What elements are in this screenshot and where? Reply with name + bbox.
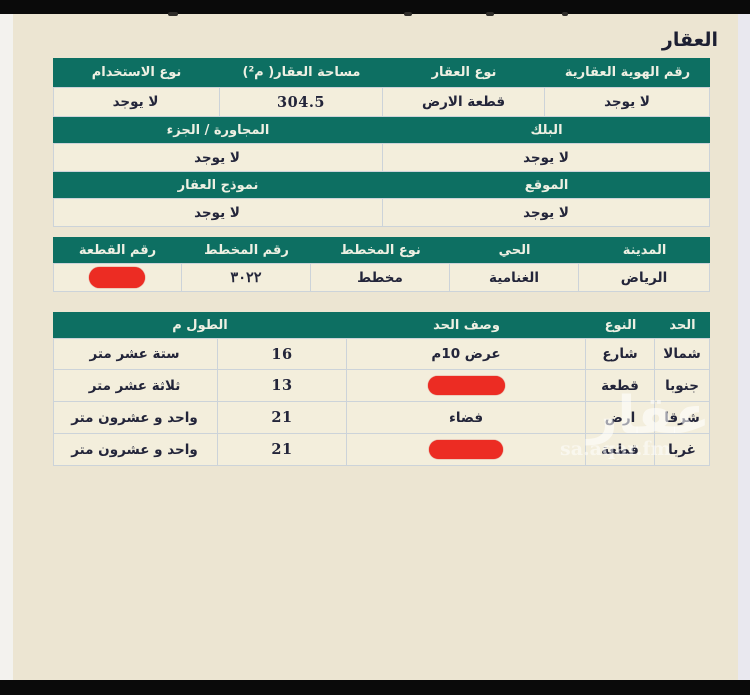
location-table: الموقع نموذج العقار لا يوجد لا يوجد xyxy=(53,172,710,227)
border-type: قطعة xyxy=(585,370,654,401)
border-description xyxy=(346,434,585,465)
borders-header-row: الحد النوع وصف الحد الطول م xyxy=(53,312,710,338)
plan-header-row: المدينة الحي نوع المخطط رقم المخطط رقم ا… xyxy=(53,237,710,263)
plan-value-row: الرياض الغنامية مخطط ٣٠٢٢ xyxy=(53,263,710,292)
plan-table: المدينة الحي نوع المخطط رقم المخطط رقم ا… xyxy=(53,237,710,292)
block-value-row: لا يوجد لا يوجد xyxy=(53,143,710,172)
value-property-model: لا يوجد xyxy=(194,204,240,221)
border-type: قطعة xyxy=(585,434,654,465)
value-plan-type: مخطط xyxy=(310,264,449,291)
header-plot-number: رقم القطعة xyxy=(78,242,157,258)
top-edge-artifact xyxy=(486,12,494,16)
border-side: جنوبا xyxy=(654,370,709,401)
value-property-area: 304.5 xyxy=(219,88,382,116)
header-district: الحي xyxy=(498,242,531,258)
paper-right-margin xyxy=(738,14,750,680)
border-description xyxy=(346,370,585,401)
redaction-mark xyxy=(429,440,503,459)
header-city: المدينة xyxy=(622,242,667,258)
header-plan-number: رقم المخطط xyxy=(204,242,289,258)
value-location: لا يوجد xyxy=(382,199,709,226)
header-block: البلك xyxy=(530,122,563,138)
border-length-number: 13 xyxy=(217,370,346,401)
paper-left-margin xyxy=(0,14,13,680)
top-black-bar xyxy=(0,0,750,14)
header-length-m: الطول م xyxy=(172,317,228,333)
border-length-text: واحد و عشرون متر xyxy=(71,441,198,458)
border-length-text: واحد و عشرون متر xyxy=(71,409,198,426)
header-property-type: نوع العقار xyxy=(431,65,497,80)
border-side: غربا xyxy=(654,434,709,465)
border-length-text: ثلاثة عشر متر xyxy=(88,377,181,394)
border-length-number: 21 xyxy=(217,402,346,433)
border-row-north: شمالا شارع عرض 10م 16 ستة عشر متر xyxy=(53,338,710,370)
value-block: لا يوجد xyxy=(382,144,709,171)
top-edge-artifact xyxy=(404,12,412,16)
property-info-header-row: رقم الهوية العقارية نوع العقار مساحة الع… xyxy=(53,58,710,87)
border-length-number: 16 xyxy=(217,339,346,369)
borders-table: الحد النوع وصف الحد الطول م شمالا شارع ع… xyxy=(53,312,710,466)
header-location: الموقع xyxy=(524,177,569,193)
location-header-row: الموقع نموذج العقار xyxy=(53,172,710,198)
value-property-type: قطعة الارض xyxy=(382,88,544,116)
value-adjacency-part: لا يوجد xyxy=(194,149,240,166)
border-type: ارض xyxy=(585,402,654,433)
header-adjacency-part: المجاورة / الجزء xyxy=(166,122,270,138)
header-border-description: وصف الحد xyxy=(433,317,500,333)
border-length-text: ستة عشر متر xyxy=(89,346,180,362)
property-info-value-row: لا يوجد قطعة الارض 304.5 لا يوجد xyxy=(53,87,710,117)
border-row-west: غربا قطعة 21 واحد و عشرون متر xyxy=(53,434,710,466)
border-type: شارع xyxy=(585,339,654,369)
block-table: البلك المجاورة / الجزء لا يوجد لا يوجد xyxy=(53,117,710,172)
border-side: شمالا xyxy=(654,339,709,369)
top-edge-artifact xyxy=(168,12,178,16)
redaction-mark xyxy=(88,267,145,288)
property-info-table: رقم الهوية العقارية نوع العقار مساحة الع… xyxy=(53,58,710,117)
header-property-area: مساحة العقار( م²) xyxy=(242,65,361,80)
value-usage-type: لا يوجد xyxy=(112,94,159,110)
value-city: الرياض xyxy=(578,264,709,291)
header-plan-type: نوع المخطط xyxy=(340,242,421,258)
header-property-id: رقم الهوية العقارية xyxy=(564,65,691,80)
border-length-number: 21 xyxy=(217,434,346,465)
bottom-black-bar xyxy=(0,680,750,695)
redaction-mark xyxy=(427,376,505,395)
border-row-east: شرقا ارض فضاء 21 واحد و عشرون متر xyxy=(53,402,710,434)
value-property-id: لا يوجد xyxy=(544,88,709,116)
top-edge-artifact xyxy=(562,12,568,16)
header-border-type: النوع xyxy=(604,317,637,333)
header-usage-type: نوع الاستخدام xyxy=(91,65,182,80)
border-side: شرقا xyxy=(654,402,709,433)
location-value-row: لا يوجد لا يوجد xyxy=(53,198,710,227)
border-description: فضاء xyxy=(346,402,585,433)
border-description: عرض 10م xyxy=(346,339,585,369)
page-title: العقار xyxy=(661,29,718,51)
value-plan-number: ٣٠٢٢ xyxy=(181,264,310,291)
border-row-south: جنوبا قطعة 13 ثلاثة عشر متر xyxy=(53,370,710,402)
header-property-model: نموذج العقار xyxy=(177,177,259,193)
block-header-row: البلك المجاورة / الجزء xyxy=(53,117,710,143)
header-border: الحد xyxy=(669,317,696,333)
value-plot-number xyxy=(52,264,181,291)
value-district: الغنامية xyxy=(449,264,578,291)
